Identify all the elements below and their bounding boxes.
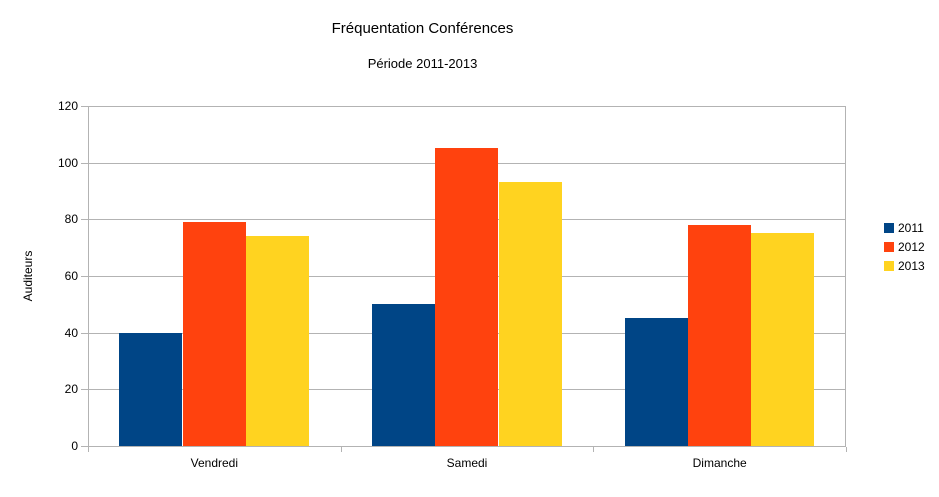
y-tick-label-120: 120 — [57, 99, 78, 113]
legend-label-2013: 2013 — [898, 259, 925, 273]
legend-item-2011: 2011 — [884, 221, 925, 235]
bar-2013-vendredi — [246, 236, 309, 446]
bar-2011-vendredi — [119, 333, 182, 446]
x-tick-mark-1 — [341, 447, 342, 452]
bar-2011-samedi — [372, 304, 435, 446]
bar-2012-samedi — [435, 148, 498, 446]
chart-title: Fréquentation Conférences — [331, 20, 514, 37]
y-tick-mark-20 — [81, 389, 88, 390]
legend-swatch-2012 — [884, 242, 894, 252]
bar-2013-samedi — [499, 182, 562, 446]
x-cat-label-dimanche: Dimanche — [692, 456, 747, 470]
legend-label-2012: 2012 — [898, 240, 925, 254]
legend-swatch-2013 — [884, 261, 894, 271]
y-tick-mark-40 — [81, 333, 88, 334]
x-tick-mark-0 — [88, 447, 89, 452]
y-tick-label-40: 40 — [64, 326, 78, 340]
y-tick-label-60: 60 — [64, 269, 78, 283]
x-tick-mark-2 — [593, 447, 594, 452]
x-cat-label-vendredi: Vendredi — [190, 456, 239, 470]
legend-swatch-2011 — [884, 223, 894, 233]
y-tick-mark-80 — [81, 219, 88, 220]
legend-item-2012: 2012 — [884, 240, 925, 254]
y-tick-label-80: 80 — [64, 212, 78, 226]
y-tick-mark-0 — [81, 446, 88, 447]
y-tick-mark-60 — [81, 276, 88, 277]
x-cat-label-samedi: Samedi — [446, 456, 488, 470]
bar-2013-dimanche — [751, 233, 814, 446]
legend: 2011 2012 2013 — [884, 221, 925, 273]
bar-2012-vendredi — [183, 222, 246, 446]
legend-item-2013: 2013 — [884, 259, 925, 273]
y-tick-label-20: 20 — [64, 382, 78, 396]
chart-subtitle: Période 2011-2013 — [367, 56, 478, 71]
y-tick-label-0: 0 — [71, 439, 78, 453]
y-tick-label-100: 100 — [57, 156, 78, 170]
y-tick-mark-120 — [81, 106, 88, 107]
y-tick-mark-100 — [81, 163, 88, 164]
bar-2011-dimanche — [625, 318, 688, 446]
x-tick-mark-3 — [846, 447, 847, 452]
bar-2012-dimanche — [688, 225, 751, 446]
y-axis-title: Auditeurs — [21, 250, 35, 302]
legend-label-2011: 2011 — [898, 221, 924, 235]
